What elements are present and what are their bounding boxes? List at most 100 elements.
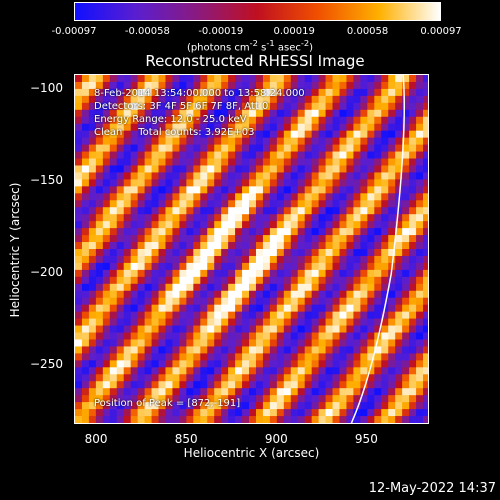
heatmap-cell xyxy=(81,235,90,243)
heatmap-cell xyxy=(353,367,361,375)
heatmap-cell xyxy=(388,297,396,306)
heatmap-cell xyxy=(416,95,424,104)
heatmap-cell xyxy=(290,151,299,160)
heatmap-cell xyxy=(214,214,222,222)
heatmap-cell xyxy=(144,165,153,173)
heatmap-cell xyxy=(269,151,278,160)
heatmap-cell xyxy=(262,290,271,299)
heatmap-cell xyxy=(402,179,410,187)
heatmap-cell xyxy=(318,311,327,320)
heatmap-cell xyxy=(416,242,424,250)
heatmap-cell xyxy=(151,193,160,201)
heatmap-cell xyxy=(186,311,194,320)
heatmap-cell xyxy=(88,116,97,125)
heatmap-cell xyxy=(123,269,132,278)
heatmap-cell xyxy=(374,179,382,187)
heatmap-cell xyxy=(374,214,382,222)
heatmap-cell xyxy=(95,374,104,382)
heatmap-cell xyxy=(88,165,97,173)
heatmap-cell xyxy=(395,172,403,180)
heatmap-cell xyxy=(235,172,243,180)
heatmap-cell xyxy=(109,75,118,83)
heatmap-cell xyxy=(388,186,396,194)
heatmap-cell xyxy=(269,346,278,354)
heatmap-cell xyxy=(88,276,97,285)
heatmap-cell xyxy=(290,81,299,90)
heatmap-cell xyxy=(249,367,257,375)
heatmap-cell xyxy=(235,75,243,83)
heatmap-cell xyxy=(304,346,313,354)
heatmap-cell xyxy=(402,381,410,389)
heatmap-cell xyxy=(311,242,320,250)
heatmap-cell xyxy=(262,311,271,320)
heatmap-cell xyxy=(242,235,250,243)
heatmap-cell xyxy=(109,151,118,160)
heatmap-cell xyxy=(130,88,139,97)
heatmap-cell xyxy=(144,186,153,194)
heatmap-cell xyxy=(221,360,229,368)
heatmap-cell xyxy=(242,144,250,153)
heatmap-cell xyxy=(374,395,382,403)
heatmap-cell xyxy=(318,409,327,417)
heatmap-cell xyxy=(123,186,132,194)
heatmap-cell xyxy=(165,151,173,160)
heatmap-cell xyxy=(88,367,97,375)
heatmap-cell xyxy=(374,360,382,368)
heatmap-cell xyxy=(360,395,368,403)
heatmap-cell xyxy=(144,137,153,146)
heatmap-cell xyxy=(116,123,125,132)
heatmap-cell xyxy=(165,137,173,146)
heatmap-cell xyxy=(304,353,313,361)
heatmap-cell xyxy=(81,297,90,306)
heatmap-cell xyxy=(346,200,354,208)
heatmap-cell xyxy=(318,228,327,236)
heatmap-cell xyxy=(102,304,111,313)
heatmap-cell xyxy=(367,137,375,146)
heatmap-cell xyxy=(207,416,215,423)
heatmap-cell xyxy=(102,228,111,236)
heatmap-cell xyxy=(228,207,236,215)
heatmap-cell xyxy=(304,158,313,166)
heatmap-cell xyxy=(283,151,292,160)
heatmap-cell xyxy=(200,339,208,347)
heatmap-cell xyxy=(207,186,215,194)
heatmap-cell xyxy=(269,207,278,215)
heatmap-cell xyxy=(402,395,410,403)
heatmap-cell xyxy=(311,346,320,354)
heatmap-cell xyxy=(304,269,313,278)
heatmap-cell xyxy=(297,304,306,313)
heatmap-cell xyxy=(249,416,257,423)
heatmap-cell xyxy=(395,325,403,334)
heatmap-cell xyxy=(416,318,424,327)
heatmap-cell xyxy=(346,381,354,389)
heatmap-cell xyxy=(123,374,132,382)
heatmap-cell xyxy=(116,276,125,285)
heatmap-cell xyxy=(304,395,313,403)
heatmap-cell xyxy=(395,318,403,327)
heatmap-cell xyxy=(360,172,368,180)
heatmap-cell xyxy=(186,151,194,160)
heatmap-cell xyxy=(123,235,132,243)
heatmap-cell xyxy=(242,137,250,146)
heatmap-cell xyxy=(318,332,327,340)
heatmap-cell xyxy=(318,290,327,299)
heatmap-cell xyxy=(165,388,173,396)
heatmap-cell xyxy=(172,123,180,132)
heatmap-cell xyxy=(353,346,361,354)
heatmap-cell xyxy=(297,228,306,236)
heatmap-cell xyxy=(172,409,180,417)
heatmap-cell xyxy=(290,360,299,368)
heatmap-cell xyxy=(221,158,229,166)
heatmap-cell xyxy=(179,81,187,90)
heatmap-cell xyxy=(144,304,153,313)
heatmap-cell xyxy=(81,158,90,166)
heatmap-cell xyxy=(130,416,139,423)
heatmap-cell xyxy=(235,123,243,132)
heatmap-cell xyxy=(158,81,166,90)
heatmap-cell xyxy=(262,276,271,285)
heatmap-cell xyxy=(283,381,292,389)
heatmap-cell xyxy=(221,269,229,278)
heatmap-cell xyxy=(75,353,83,361)
heatmap-cell xyxy=(109,353,118,361)
heatmap-cell xyxy=(283,388,292,396)
